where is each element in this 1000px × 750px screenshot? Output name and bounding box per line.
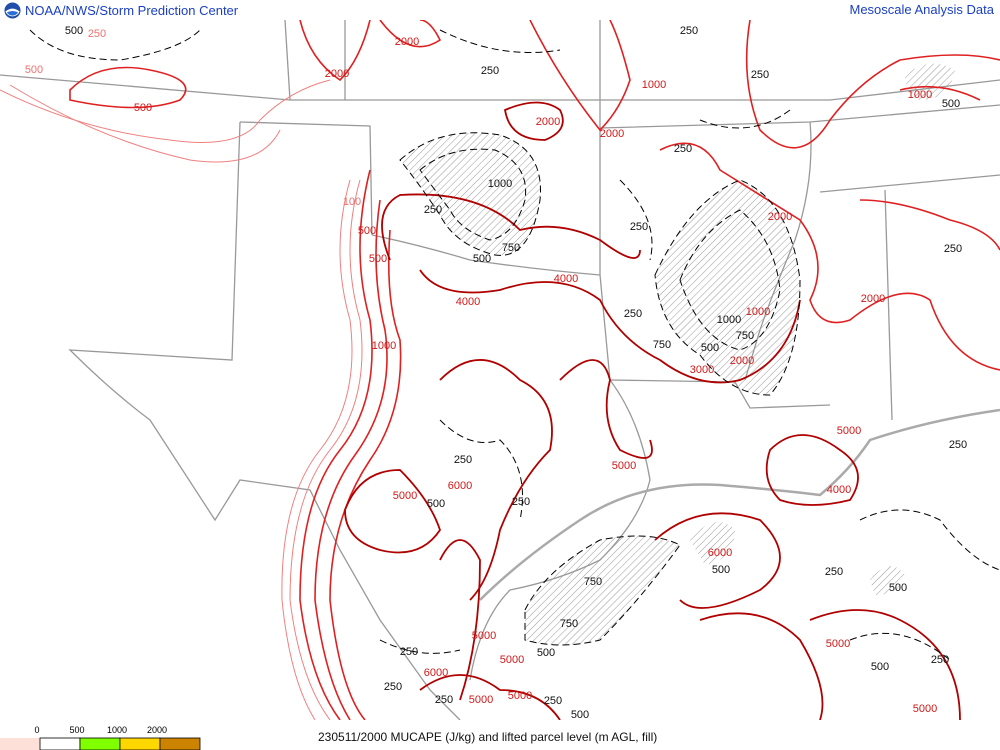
legend-tick-label: 1000 xyxy=(107,725,127,735)
lpl-contour-label: 500 xyxy=(701,342,719,354)
cape-contour-label: 5000 xyxy=(826,638,850,650)
cape-contour-label: 500 xyxy=(25,64,43,76)
lpl-contours xyxy=(29,29,1000,661)
cape-contour-label: 1000 xyxy=(746,306,770,318)
cape-contour-label: 4000 xyxy=(554,273,578,285)
lpl-contour-label: 500 xyxy=(473,253,491,265)
cape-contour-label: 6000 xyxy=(448,480,472,492)
lpl-contour-label: 500 xyxy=(571,709,589,720)
coastline xyxy=(479,408,1000,601)
cape-contour-label: 3000 xyxy=(690,364,714,376)
mesoscale-map: 250 500 2000 2000 500 1000 2000 2000 1000 500 100 5… xyxy=(0,20,1000,720)
lpl-contour-label: 250 xyxy=(544,695,562,707)
lpl-contour-label: 250 xyxy=(624,308,642,320)
legend-tick-label: 500 xyxy=(69,725,84,735)
legend-tick-label: 2000 xyxy=(147,725,167,735)
lpl-contour-label: 250 xyxy=(931,654,949,666)
legend-swatch xyxy=(0,738,40,750)
cape-contour-label: 500 xyxy=(369,253,387,265)
lpl-contour-label: 500 xyxy=(871,661,889,673)
lpl-contour-label: 250 xyxy=(435,694,453,706)
lpl-contour-label: 750 xyxy=(736,330,754,342)
lpl-contour-label: 500 xyxy=(427,498,445,510)
lpl-contour-label: 250 xyxy=(481,65,499,77)
cape-contour-label: 5000 xyxy=(913,703,937,715)
cape-contour-label: 2000 xyxy=(768,211,792,223)
cape-contour-label: 250 xyxy=(88,28,106,40)
cape-contour-label: 5000 xyxy=(393,490,417,502)
lpl-contour-label: 500 xyxy=(889,582,907,594)
lpl-fill-arkansas xyxy=(655,180,800,395)
lpl-contour-label: 750 xyxy=(584,576,602,588)
lpl-contour-label: 750 xyxy=(653,339,671,351)
state-borders xyxy=(0,20,1000,720)
cape-contour-label: 5000 xyxy=(500,654,524,666)
lpl-fill-northeast xyxy=(905,63,955,100)
cape-contour-label: 5000 xyxy=(837,425,861,437)
cape-contour-label: 5000 xyxy=(469,694,493,706)
footer: 0 500 1000 2000 230511/2000 MUCAPE (J/kg) a… xyxy=(0,720,1000,750)
lpl-contour-label: 250 xyxy=(400,646,418,658)
legend-swatch xyxy=(119,737,161,750)
lpl-contour-label: 250 xyxy=(944,243,962,255)
lpl-contour-label: 750 xyxy=(560,618,578,630)
cape-contour-label: 2000 xyxy=(395,36,419,48)
noaa-logo-icon xyxy=(4,1,21,19)
header-title: NOAA/NWS/Storm Prediction Center xyxy=(25,2,239,18)
header-left: NOAA/NWS/Storm Prediction Center xyxy=(4,1,238,19)
lpl-fill-gulf xyxy=(525,536,680,645)
lpl-contour-label: 250 xyxy=(680,25,698,37)
cape-contour-label: 4000 xyxy=(827,484,851,496)
lpl-contour-label: 750 xyxy=(502,242,520,254)
lpl-contour-label: 1000 xyxy=(717,314,741,326)
lpl-contour-label: 250 xyxy=(630,221,648,233)
lpl-fill-southeast xyxy=(870,566,905,595)
legend-tick-label: 0 xyxy=(34,725,39,735)
lpl-fill-oklahoma xyxy=(400,132,541,256)
lpl-contour-label: 500 xyxy=(712,564,730,576)
contour-labels: 250 500 2000 2000 500 1000 2000 2000 1000 500 100 5… xyxy=(25,25,967,720)
cape-contour-label: 6000 xyxy=(424,667,448,679)
lpl-fill-areas xyxy=(400,63,955,645)
legend-swatch xyxy=(39,737,81,750)
lpl-fill-louisiana-east xyxy=(690,522,735,565)
lpl-contour-label: 250 xyxy=(674,143,692,155)
cape-contour-label: 6000 xyxy=(708,547,732,559)
lpl-contour-label: 250 xyxy=(825,566,843,578)
lpl-contour-label: 500 xyxy=(537,647,555,659)
cape-contour-label: 2000 xyxy=(536,116,560,128)
lpl-contour-label: 1000 xyxy=(488,178,512,190)
cape-contour-label: 500 xyxy=(134,102,152,114)
legend-swatch xyxy=(79,737,121,750)
cape-contour-label: 5000 xyxy=(472,630,496,642)
header-subtitle: Mesoscale Analysis Data xyxy=(849,2,994,17)
cape-contour-label: 2000 xyxy=(325,68,349,80)
lpl-contour-label: 250 xyxy=(751,69,769,81)
cape-contour-label: 5000 xyxy=(508,690,532,702)
cape-contour-label: 2000 xyxy=(600,128,624,140)
cape-contour-label: 2000 xyxy=(861,293,885,305)
cape-contour-label: 5000 xyxy=(612,460,636,472)
lpl-contour-label: 250 xyxy=(384,681,402,693)
cape-contour-label: 1000 xyxy=(642,79,666,91)
lpl-contour-label: 500 xyxy=(65,25,83,37)
cape-contour-label: 500 xyxy=(358,225,376,237)
lpl-contour-label: 250 xyxy=(512,496,530,508)
cape-contour-label: 1000 xyxy=(908,89,932,101)
cape-contour-label: 4000 xyxy=(456,296,480,308)
lpl-contour-label: 250 xyxy=(424,204,442,216)
cape-contour-label: 1000 xyxy=(372,340,396,352)
cape-contour-label: 100 xyxy=(343,196,361,208)
cape-contours xyxy=(0,20,1000,720)
lpl-contour-label: 500 xyxy=(942,98,960,110)
lpl-contour-label: 250 xyxy=(454,454,472,466)
lpl-contour-label: 250 xyxy=(949,439,967,451)
color-legend: 0 500 1000 2000 xyxy=(0,725,201,750)
cape-contour-label: 2000 xyxy=(730,355,754,367)
legend-swatch xyxy=(159,737,201,750)
map-caption: 230511/2000 MUCAPE (J/kg) and lifted par… xyxy=(318,730,658,744)
